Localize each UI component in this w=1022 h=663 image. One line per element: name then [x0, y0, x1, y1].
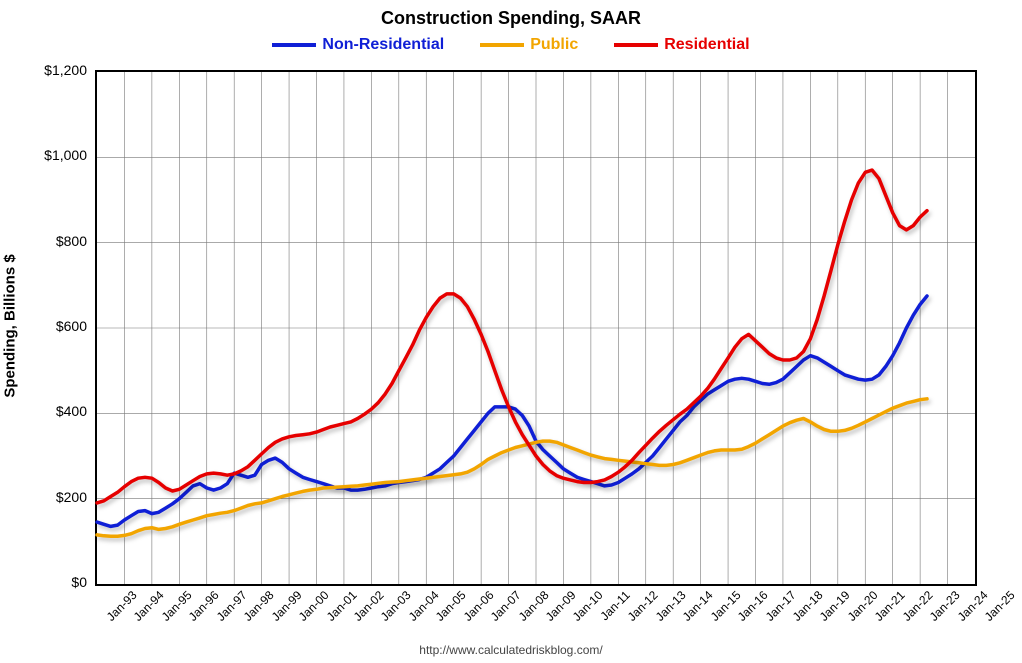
- legend-label: Non-Residential: [322, 36, 444, 54]
- x-tick-label: Jan-11: [597, 588, 632, 623]
- legend-item-residential: Residential: [614, 36, 749, 54]
- legend-label: Residential: [664, 36, 749, 54]
- x-tick-label: Jan-93: [104, 588, 140, 624]
- series-lines: [97, 72, 975, 584]
- legend-label: Public: [530, 36, 578, 54]
- x-tick-label: Jan-03: [378, 588, 414, 624]
- x-tick-label: Jan-08: [515, 588, 551, 624]
- x-tick-label: Jan-22: [899, 588, 935, 624]
- x-tick-label: Jan-24: [954, 588, 990, 624]
- x-tick-label: Jan-99: [268, 588, 304, 624]
- y-tick-label: $1,000: [44, 147, 87, 163]
- x-tick-label: Jan-01: [323, 588, 359, 624]
- x-tick-label: Jan-10: [570, 588, 606, 624]
- y-tick-label: $600: [56, 318, 87, 334]
- y-axis-label: Spending, Billions $: [2, 254, 19, 397]
- plot-area: [95, 70, 977, 586]
- x-tick-label: Jan-94: [131, 588, 167, 624]
- series-public: [97, 399, 927, 536]
- y-tick-label: $0: [71, 574, 87, 590]
- legend-item-non-residential: Non-Residential: [272, 36, 444, 54]
- chart-title: Construction Spending, SAAR: [0, 8, 1022, 29]
- y-tick-label: $200: [56, 489, 87, 505]
- y-tick-label: $1,200: [44, 62, 87, 78]
- legend-item-public: Public: [480, 36, 578, 54]
- x-tick-label: Jan-95: [159, 588, 195, 624]
- x-tick-label: Jan-06: [460, 588, 496, 624]
- x-tick-label: Jan-20: [845, 588, 881, 624]
- x-tick-label: Jan-04: [406, 588, 442, 624]
- footer-attribution: http://www.calculatedriskblog.com/: [0, 643, 1022, 657]
- y-tick-label: $800: [56, 233, 87, 249]
- legend-swatch: [480, 43, 524, 47]
- y-tick-label: $400: [56, 403, 87, 419]
- x-tick-label: Jan-13: [653, 588, 689, 624]
- x-tick-label: Jan-15: [707, 588, 743, 624]
- x-tick-label: Jan-19: [817, 588, 853, 624]
- legend-swatch: [614, 43, 658, 47]
- legend-swatch: [272, 43, 316, 47]
- chart-container: Construction Spending, SAAR Non-Resident…: [0, 0, 1022, 663]
- legend: Non-Residential Public Residential: [0, 34, 1022, 54]
- series-residential: [97, 170, 927, 503]
- x-tick-label: Jan-97: [214, 588, 250, 624]
- x-tick-label: Jan-12: [625, 588, 661, 624]
- x-tick-label: Jan-17: [762, 588, 798, 624]
